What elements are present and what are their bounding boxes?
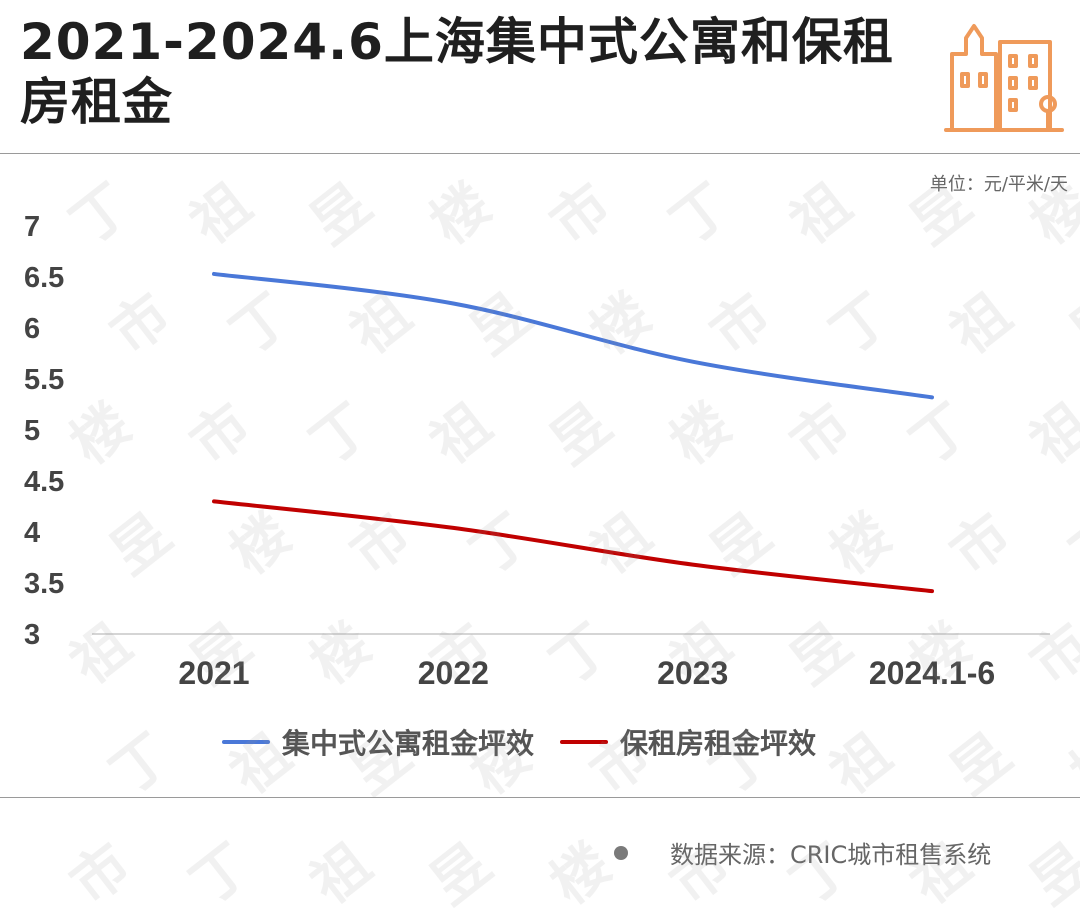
watermark-glyph: 楼	[1059, 721, 1080, 808]
data-point	[451, 526, 455, 530]
top-divider	[0, 153, 1080, 154]
y-tick-label: 4.5	[24, 466, 64, 498]
x-tick-label: 2023	[657, 655, 728, 691]
chart-legend: 集中式公寓租金坪效 保租房租金坪效	[222, 722, 816, 762]
x-tick-label: 2024.1-6	[869, 655, 995, 691]
watermark-glyph: 昱	[1019, 831, 1080, 918]
x-tick-label: 2022	[418, 655, 489, 691]
series-line-rental-housing	[212, 499, 934, 594]
watermark-glyph: 市	[59, 831, 144, 918]
source-text: 数据来源：CRIC城市租售系统	[670, 841, 992, 869]
building-icon	[944, 24, 1064, 132]
data-point	[930, 395, 934, 399]
legend-item-rental-housing: 保租房租金坪效	[560, 722, 816, 762]
series-line-apartment	[212, 271, 934, 400]
y-tick-label: 7	[24, 211, 40, 243]
line-chart: 7 6.5 6 5.5 5 4.5 4 3.5 3 2021 2022 2023 2024.1-6	[24, 211, 1050, 691]
y-tick-label: 3.5	[24, 568, 64, 600]
data-point	[212, 499, 216, 503]
watermark-glyph: 昱	[419, 831, 504, 918]
y-tick-label: 6	[24, 313, 40, 345]
y-tick-label: 3	[24, 619, 40, 651]
legend-label-apartment: 集中式公寓租金坪效	[282, 727, 535, 760]
watermark-glyph: 丁	[99, 721, 184, 808]
legend-item-apartment: 集中式公寓租金坪效	[222, 722, 534, 762]
data-point	[930, 589, 934, 593]
watermark-glyph: 祖	[819, 721, 904, 808]
bottom-divider	[0, 797, 1080, 798]
data-point	[451, 302, 455, 306]
watermark-glyph: 昱	[939, 721, 1024, 808]
data-point	[691, 563, 695, 567]
chart-title: 2021-2024.6上海集中式公寓和保租房租金	[20, 13, 894, 131]
y-tick-label: 4	[24, 517, 40, 549]
data-point	[212, 272, 216, 276]
y-tick-label: 5.5	[24, 364, 64, 396]
legend-swatch-apartment	[222, 740, 270, 744]
legend-swatch-rental-housing	[560, 740, 609, 744]
source-note: 数据来源：CRIC城市租售系统	[614, 835, 991, 870]
data-point	[691, 360, 695, 364]
watermark-glyph: 楼	[539, 831, 624, 918]
y-tick-label: 6.5	[24, 262, 64, 294]
legend-label-rental-housing: 保租房租金坪效	[620, 727, 817, 760]
source-bullet-icon	[614, 845, 628, 860]
x-tick-label: 2021	[178, 655, 249, 691]
watermark-glyph: 祖	[299, 831, 384, 918]
unit-label: 单位：元/平米/天	[929, 174, 1068, 195]
y-tick-label: 5	[24, 415, 40, 447]
watermark-glyph: 丁	[179, 831, 264, 918]
